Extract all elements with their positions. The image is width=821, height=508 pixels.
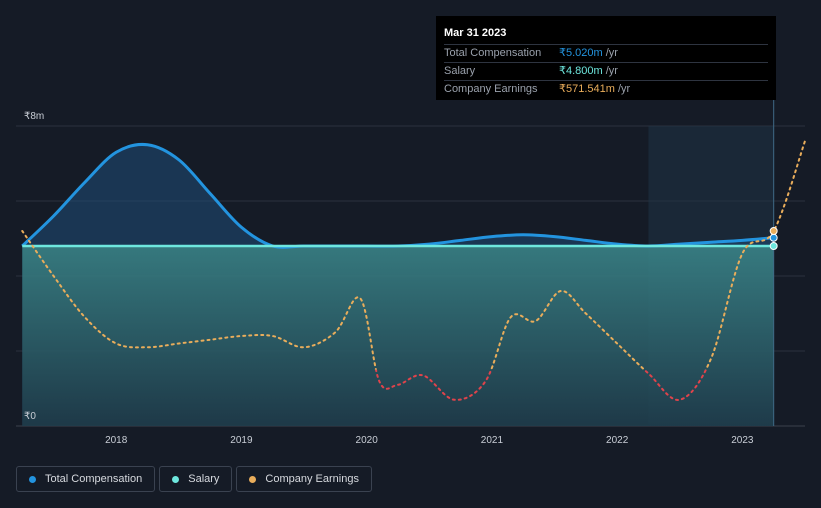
- legend: Total Compensation Salary Company Earnin…: [16, 466, 372, 492]
- legend-dot-icon: [172, 475, 180, 483]
- legend-label: Company Earnings: [265, 473, 359, 485]
- tooltip-value: ₹5.020m: [559, 47, 603, 59]
- legend-label: Total Compensation: [45, 473, 143, 485]
- company-earnings-point: [769, 227, 778, 235]
- x-tick-label: 2018: [105, 435, 128, 446]
- legend-item-company-earnings[interactable]: Company Earnings: [236, 466, 372, 492]
- tooltip-unit: /yr: [617, 83, 631, 95]
- y-tick-label: ₹0: [24, 411, 36, 422]
- axis-labels: ₹8m ₹0 2018 2019 2020 2021 2022 2023: [24, 111, 754, 446]
- y-tick-label: ₹8m: [24, 111, 44, 122]
- x-tick-label: 2020: [356, 435, 379, 446]
- tooltip: Mar 31 2023 Total Compensation ₹5.020m /…: [436, 16, 776, 100]
- total-compensation-point: [769, 233, 778, 242]
- legend-dot-icon: [249, 475, 257, 483]
- x-tick-label: 2023: [731, 435, 754, 446]
- salary-area: [22, 246, 774, 426]
- salary-point: [769, 242, 778, 250]
- tooltip-unit: /yr: [605, 47, 618, 59]
- tooltip-value: ₹571.541m: [559, 83, 615, 95]
- tooltip-label: Salary: [444, 65, 476, 77]
- legend-label: Salary: [188, 473, 220, 485]
- series-lines: [21, 140, 806, 401]
- tooltip-row-company-earnings: Company Earnings ₹571.541m /yr: [444, 80, 768, 98]
- x-tick-label: 2019: [230, 435, 253, 446]
- tooltip-value: ₹4.800m: [559, 65, 603, 77]
- tooltip-date: Mar 31 2023: [444, 27, 507, 39]
- tooltip-row-total-compensation: Total Compensation ₹5.020m /yr: [444, 44, 768, 62]
- tooltip-label: Company Earnings: [444, 83, 538, 95]
- x-tick-label: 2022: [606, 435, 629, 446]
- legend-item-total-compensation[interactable]: Total Compensation: [16, 466, 156, 492]
- endpoint-markers: [769, 227, 778, 250]
- legend-dot-icon: [29, 475, 36, 483]
- area-layers: [22, 144, 774, 426]
- tooltip-label: Total Compensation: [444, 47, 542, 59]
- x-tick-label: 2021: [481, 435, 504, 446]
- tooltip-unit: /yr: [605, 65, 618, 77]
- legend-item-salary[interactable]: Salary: [159, 466, 233, 492]
- tooltip-row-salary: Salary ₹4.800m /yr: [444, 62, 768, 80]
